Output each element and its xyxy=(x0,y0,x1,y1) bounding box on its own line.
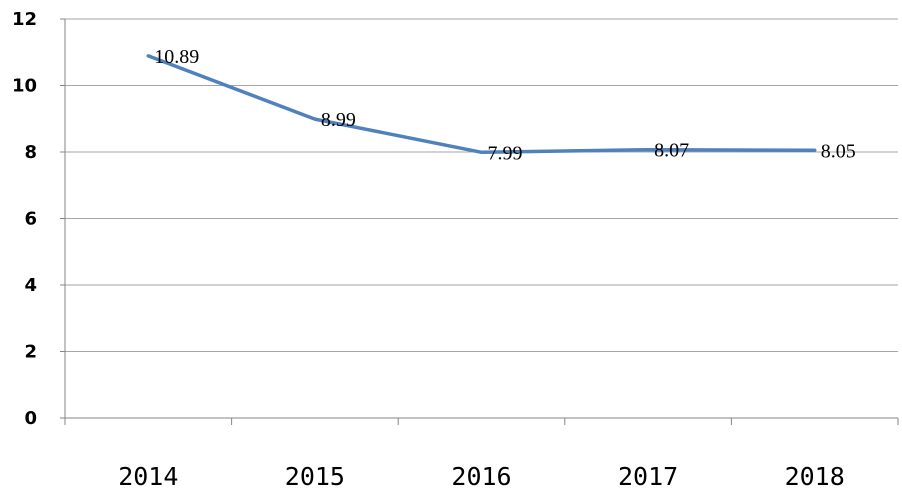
x-tick-label-2017: 2017 xyxy=(618,462,678,491)
data-label-2015: 8.99 xyxy=(321,109,356,131)
x-axis-tick-labels: 2014 2015 2016 2017 2018 xyxy=(118,462,845,491)
grid-lines xyxy=(65,18,898,352)
data-point-2015 xyxy=(313,117,317,121)
data-point-2018 xyxy=(813,148,817,152)
data-label-2016: 7.99 xyxy=(488,142,523,164)
x-tick-label-2014: 2014 xyxy=(118,462,178,491)
x-tick-label-2016: 2016 xyxy=(451,462,511,491)
data-label-2018: 8.05 xyxy=(821,140,856,162)
x-tick-label-2018: 2018 xyxy=(785,462,845,491)
data-label-2014: 10.89 xyxy=(154,46,199,68)
data-label-2017: 8.07 xyxy=(654,140,689,162)
y-tick-label-6: 6 xyxy=(24,209,37,230)
axes xyxy=(60,18,899,425)
y-tick-label-4: 4 xyxy=(24,275,37,296)
y-tick-label-12: 12 xyxy=(12,9,37,30)
data-point-2014 xyxy=(146,54,150,58)
series-layer xyxy=(146,54,817,155)
y-tick-label-0: 0 xyxy=(24,408,37,429)
y-tick-label-2: 2 xyxy=(24,342,37,363)
y-axis-tick-labels: 0 2 4 6 8 10 12 xyxy=(12,9,37,429)
series-line-0 xyxy=(146,54,817,155)
data-labels: 10.89 8.99 7.99 8.07 8.05 xyxy=(154,46,855,164)
y-tick-label-10: 10 xyxy=(12,76,37,97)
y-tick-label-8: 8 xyxy=(24,142,37,163)
data-point-2017 xyxy=(646,148,650,152)
data-point-2016 xyxy=(480,150,483,154)
x-tick-label-2015: 2015 xyxy=(285,462,345,491)
